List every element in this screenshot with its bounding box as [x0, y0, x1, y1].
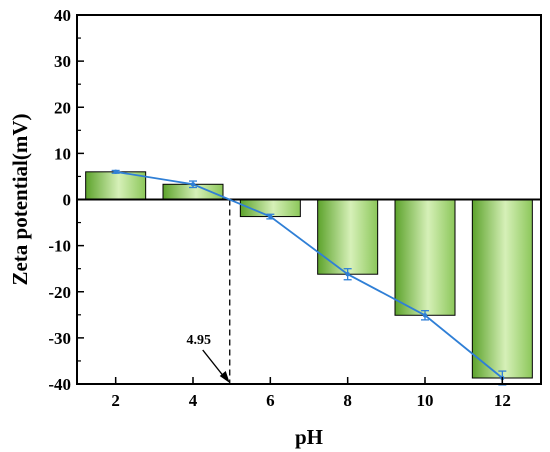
data-point-6	[268, 214, 273, 219]
bar-8	[317, 199, 379, 275]
y-tick-label-10: 10	[54, 144, 71, 163]
series-line	[115, 170, 503, 379]
y-tick-label-20: 20	[54, 98, 71, 117]
annotation-label: 4.95	[186, 333, 211, 348]
x-tick-label-2: 2	[111, 391, 120, 410]
axes-group: -40 -30 -20 -10 0 10 20 30 40 2 4 6 8 10 12	[48, 6, 542, 410]
data-point-2	[113, 169, 118, 175]
data-point-8	[345, 272, 350, 277]
bar-12	[471, 199, 533, 379]
x-tick-label-4: 4	[189, 391, 198, 410]
y-tick-label--40: -40	[48, 375, 71, 394]
y-tick-label--30: -30	[48, 329, 71, 348]
bar-10	[394, 199, 456, 316]
x-tick-label-6: 6	[266, 391, 275, 410]
y-tick-label-40: 40	[54, 6, 71, 25]
x-tick-label-10: 10	[417, 391, 434, 410]
annotation-arrow-head	[219, 371, 230, 383]
y-tick-label-30: 30	[54, 52, 71, 71]
annotation-group: 4.95	[186, 199, 231, 384]
x-axis-title: pH	[295, 425, 323, 449]
x-tick-label-12: 12	[494, 391, 511, 410]
line-series-group	[111, 169, 507, 386]
y-tick-label-0: 0	[63, 191, 72, 210]
annotation-arrow-shaft	[202, 349, 227, 380]
x-tick-label-8: 8	[343, 391, 352, 410]
y-axis-title: Zeta potential(mV)	[8, 113, 32, 285]
data-point-4	[190, 182, 196, 187]
y-tick-label--10: -10	[48, 237, 71, 256]
bar-2	[85, 171, 147, 200]
data-point-10	[422, 313, 428, 318]
y-tick-label--20: -20	[48, 283, 71, 302]
